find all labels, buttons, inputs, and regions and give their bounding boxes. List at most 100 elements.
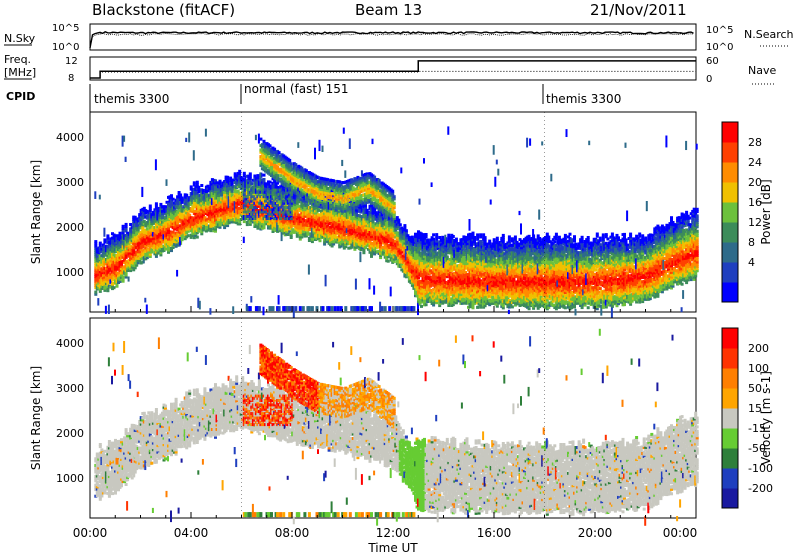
- heat-cell: [370, 306, 373, 311]
- nsky-series: [90, 32, 694, 48]
- heat-cell: [97, 298, 99, 305]
- freq-left-tick-top: 12: [65, 56, 78, 67]
- nsky-panel-frame: [90, 24, 696, 50]
- heat-cell: [288, 159, 291, 162]
- heat-cell: [364, 306, 367, 311]
- heat-cell: [337, 306, 340, 311]
- heat-cell: [146, 305, 148, 314]
- heat-cell: [328, 306, 331, 311]
- heat-cell: [272, 306, 275, 311]
- freq-series: [90, 61, 696, 78]
- heat-cell: [287, 233, 290, 236]
- heat-cell: [278, 151, 281, 154]
- heat-cell: [259, 138, 262, 141]
- heat-cell: [263, 178, 266, 181]
- heat-cell: [311, 306, 314, 311]
- heat-cell: [119, 232, 122, 235]
- heat-cell: [155, 159, 157, 170]
- heat-cell: [187, 234, 190, 237]
- heat-cell: [334, 306, 337, 311]
- heat-cell: [103, 228, 105, 237]
- heat-cell: [202, 189, 205, 192]
- heat-cell: [263, 140, 266, 143]
- heat-cell: [256, 174, 259, 177]
- heat-cell: [122, 275, 125, 278]
- nsky-left-tick-bottom: 10^0: [52, 42, 79, 53]
- heat-cell: [170, 194, 173, 197]
- heat-cell: [185, 194, 188, 197]
- heat-cell: [205, 129, 207, 137]
- heat-cell: [193, 181, 196, 184]
- heat-cell: [176, 270, 178, 277]
- heat-cell: [106, 234, 109, 237]
- heat-cell: [219, 180, 222, 183]
- heat-cell: [356, 306, 359, 311]
- heat-cell: [369, 278, 371, 289]
- heat-cell: [278, 306, 281, 311]
- cpid-segment-1: themis 3300: [94, 92, 169, 106]
- heat-cell: [103, 238, 106, 241]
- nave-label: Nave: [748, 64, 776, 77]
- heat-cell: [105, 306, 107, 314]
- heat-cell: [146, 228, 149, 231]
- nsky-series-0: [90, 32, 694, 48]
- heat-cell: [209, 308, 211, 315]
- heat-cell: [344, 306, 347, 311]
- heat-cell: [269, 144, 272, 147]
- heat-cell: [279, 174, 282, 177]
- heat-cell: [276, 186, 279, 189]
- heat-cell: [278, 295, 280, 304]
- heat-cell: [378, 178, 380, 184]
- heat-cell: [381, 306, 384, 311]
- heat-cell: [253, 175, 256, 178]
- heat-cell: [243, 172, 246, 175]
- heat-cell: [188, 132, 190, 142]
- heat-cell: [355, 279, 357, 290]
- heat-cell: [129, 223, 132, 226]
- heat-cell: [258, 306, 261, 311]
- heat-cell: [308, 306, 311, 311]
- heat-cell: [288, 306, 291, 311]
- heat-cell: [122, 225, 125, 228]
- heat-cell: [276, 165, 279, 168]
- heat-cell: [299, 306, 302, 311]
- heat-cell: [217, 218, 220, 221]
- heat-cell: [243, 237, 245, 243]
- heat-cell: [314, 148, 316, 160]
- radar-figure: Blackstone (fitACF) Beam 13 21/Nov/2011 …: [0, 0, 800, 554]
- heat-cell: [179, 194, 182, 197]
- heat-cell: [332, 179, 335, 182]
- heat-cell: [94, 291, 97, 294]
- heat-cell: [197, 186, 200, 189]
- heat-cell: [349, 138, 351, 149]
- freq-right-tick-bottom: 0: [706, 74, 712, 85]
- heat-cell: [387, 260, 390, 263]
- freq-right-tick-top: 60: [706, 56, 719, 67]
- cpid-segment-3: themis 3300: [546, 92, 621, 106]
- heat-cell: [373, 286, 375, 295]
- freq-label-line2: [MHz]: [4, 66, 36, 79]
- heat-cell: [243, 220, 246, 223]
- nave-line: [90, 71, 696, 78]
- nsky-left-tick-top: 10^5: [52, 23, 79, 34]
- nsky-right-tick-top: 10^5: [706, 25, 733, 36]
- heat-cell: [317, 213, 320, 216]
- heat-cell: [216, 181, 219, 184]
- nsky-series-1: [90, 34, 694, 49]
- heat-cell: [238, 170, 241, 173]
- heat-cell: [196, 236, 199, 239]
- heat-cell: [200, 184, 203, 187]
- heat-cell: [113, 234, 116, 237]
- heat-cell: [319, 239, 322, 242]
- heat-cell: [155, 202, 158, 205]
- heat-cell: [319, 140, 321, 151]
- heat-cell: [205, 223, 208, 226]
- heat-cell: [94, 240, 97, 243]
- heat-cell: [141, 187, 143, 197]
- cpid-segment-2: normal (fast) 151: [244, 82, 348, 96]
- heat-cell: [232, 306, 234, 314]
- heat-cell: [196, 181, 199, 184]
- heat-cell: [263, 307, 265, 316]
- heat-cell: [331, 306, 334, 311]
- heat-cell: [99, 242, 102, 245]
